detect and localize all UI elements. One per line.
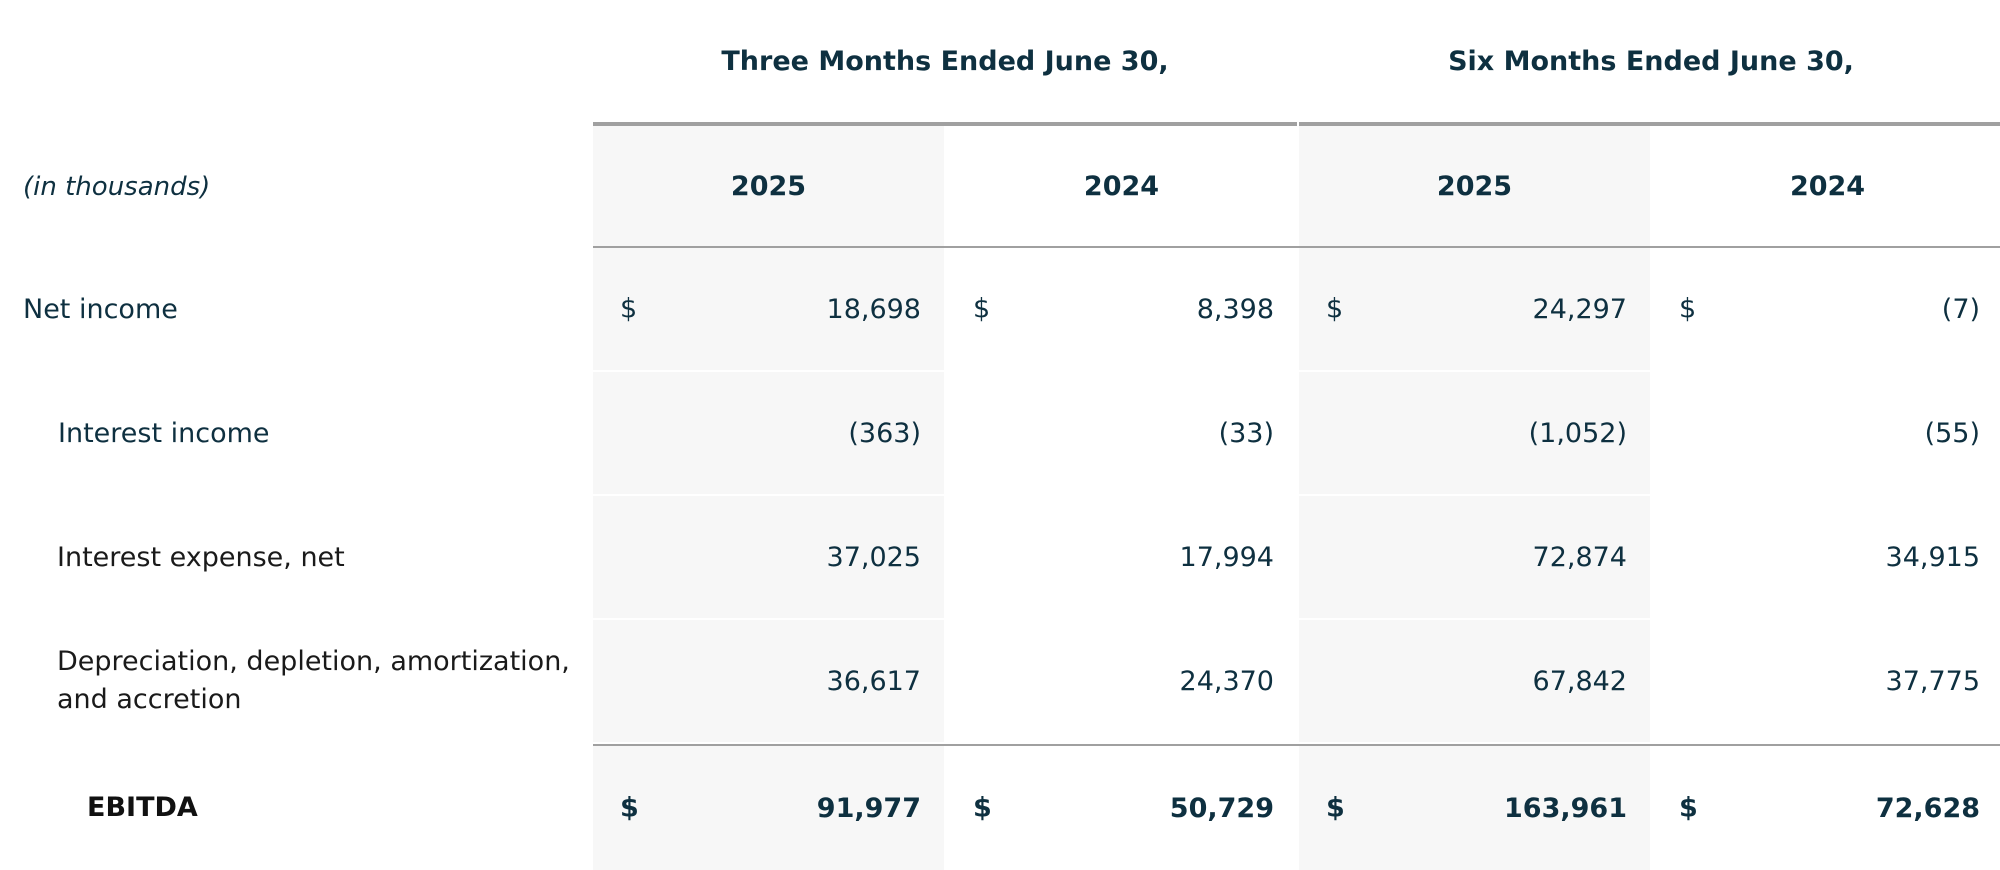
table-row-interest-income: Interest income (363) (33) (1,052) (55) — [0, 372, 2000, 496]
row-label-line: Depreciation, depletion, amortization, — [57, 646, 570, 677]
currency-symbol: $ — [1679, 792, 1698, 824]
year-header-row: (in thousands) 2025 2024 2025 2024 — [0, 126, 2000, 248]
cell-value: 72,628 — [1875, 792, 1981, 824]
column-gap — [944, 744, 946, 870]
cell-interest-expense-q-2025: 37,025 — [593, 496, 944, 620]
year-header-ytd-2025: 2025 — [1299, 126, 1650, 248]
cell-depreciation-ytd-2024: 37,775 — [1652, 620, 2000, 744]
currency-symbol: $ — [1679, 293, 1697, 325]
cell-interest-income-ytd-2025: (1,052) — [1299, 372, 1650, 496]
cell-net-income-ytd-2024: $ (7) — [1652, 248, 2000, 372]
column-gap — [1650, 126, 1652, 248]
currency-symbol: $ — [973, 293, 991, 325]
cell-net-income-q-2024: $ 8,398 — [946, 248, 1297, 372]
row-label-interest-expense: Interest expense, net — [0, 496, 593, 620]
six-months-header: Six Months Ended June 30, — [1299, 0, 2000, 126]
year-header-q-2024: 2024 — [946, 126, 1297, 248]
cell-ebitda-q-2024: $ 50,729 — [946, 744, 1297, 870]
column-gap — [1297, 0, 1299, 126]
cell-value: 18,698 — [826, 293, 921, 325]
cell-ebitda-ytd-2025: $ 163,961 — [1299, 744, 1650, 870]
table-row-depreciation: Depreciation, depletion, amortization, a… — [0, 620, 2000, 744]
cell-value: 50,729 — [1169, 792, 1274, 824]
cell-value: 8,398 — [1196, 293, 1274, 325]
column-gap — [944, 496, 946, 620]
cell-net-income-q-2025: $ 18,698 — [593, 248, 944, 372]
table-row-interest-expense: Interest expense, net 37,025 17,994 72,8… — [0, 496, 2000, 620]
currency-symbol: $ — [1326, 792, 1345, 824]
column-gap — [944, 372, 946, 496]
currency-symbol: $ — [1326, 293, 1344, 325]
cell-value: 91,977 — [816, 792, 921, 824]
row-label-line: and accretion — [57, 684, 242, 715]
year-header-ytd-2024: 2024 — [1652, 126, 2000, 248]
column-gap — [1297, 744, 1299, 870]
cell-ebitda-q-2025: $ 91,977 — [593, 744, 944, 870]
column-gap — [944, 248, 946, 372]
column-gap — [1650, 744, 1652, 870]
column-gap — [1297, 372, 1299, 496]
row-label-ebitda: EBITDA — [87, 791, 198, 823]
currency-symbol: $ — [620, 293, 638, 325]
currency-symbol: $ — [620, 792, 639, 824]
cell-depreciation-q-2025: 36,617 — [593, 620, 944, 744]
cell-value: (7) — [1941, 293, 1981, 325]
three-months-header: Three Months Ended June 30, — [593, 0, 1297, 126]
column-gap — [944, 620, 946, 744]
cell-interest-income-q-2024: (33) — [946, 372, 1297, 496]
column-gap — [1650, 620, 1652, 744]
cell-interest-expense-ytd-2024: 34,915 — [1652, 496, 2000, 620]
cell-interest-expense-q-2024: 17,994 — [946, 496, 1297, 620]
column-gap — [1650, 248, 1652, 372]
column-gap — [1297, 248, 1299, 372]
units-label: (in thousands) — [23, 172, 211, 202]
period-header-row: Three Months Ended June 30, Six Months E… — [0, 0, 2000, 126]
empty-corner — [0, 0, 593, 126]
cell-ebitda-ytd-2024: $ 72,628 — [1652, 744, 2000, 870]
row-label-interest-income: Interest income — [0, 372, 593, 496]
column-gap — [1650, 372, 1652, 496]
cell-interest-income-q-2025: (363) — [593, 372, 944, 496]
column-gap — [1297, 496, 1299, 620]
row-label-depreciation: Depreciation, depletion, amortization, a… — [0, 620, 593, 744]
column-gap — [944, 126, 946, 248]
column-gap — [1297, 126, 1299, 248]
cell-net-income-ytd-2025: $ 24,297 — [1299, 248, 1650, 372]
column-gap — [1650, 496, 1652, 620]
cell-value: 24,297 — [1532, 293, 1627, 325]
cell-interest-expense-ytd-2025: 72,874 — [1299, 496, 1650, 620]
column-gap — [1297, 620, 1299, 744]
table-row-ebitda: EBITDA $ 91,977 $ 50,729 $ 163,961 $ 72,… — [0, 744, 2000, 870]
year-header-q-2025: 2025 — [593, 126, 944, 248]
cell-depreciation-ytd-2025: 67,842 — [1299, 620, 1650, 744]
currency-symbol: $ — [973, 792, 992, 824]
cell-depreciation-q-2024: 24,370 — [946, 620, 1297, 744]
row-label-net-income: Net income — [0, 248, 593, 372]
cell-value: 163,961 — [1504, 792, 1627, 824]
table-row-net-income: Net income $ 18,698 $ 8,398 $ 24,297 $ (… — [0, 248, 2000, 372]
cell-interest-income-ytd-2024: (55) — [1652, 372, 2000, 496]
